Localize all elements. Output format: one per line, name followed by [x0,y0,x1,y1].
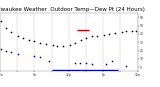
Point [80,39,83,40]
Point [90,63,93,65]
Point [17,35,20,36]
Point [4,27,7,29]
Point [0,48,2,50]
Point [10,31,13,33]
Point [4,50,7,51]
Point [0,21,2,22]
Point [39,56,41,58]
Point [56,45,59,46]
Point [85,37,87,39]
Point [22,37,24,39]
Title: Milwaukee Weather  Outdoor Temp—Dew Pt (24 Hours): Milwaukee Weather Outdoor Temp—Dew Pt (2… [0,7,145,12]
Point [131,31,133,32]
Point [125,65,127,66]
Point [103,34,106,35]
Point [27,39,30,40]
Point [48,60,50,61]
Point [135,30,138,31]
Point [73,42,76,44]
Point [113,32,116,34]
Point [69,44,71,45]
Point [10,52,13,53]
Point [39,42,41,44]
Point [52,44,54,45]
Point [105,63,107,65]
Point [45,43,47,45]
Point [120,31,123,33]
Point [85,62,87,64]
Point [90,36,93,37]
Point [79,62,82,64]
Point [125,31,127,32]
Point [111,60,113,61]
Point [108,33,110,35]
Point [33,56,36,57]
Point [73,62,76,64]
Point [17,53,20,55]
Point [96,35,99,36]
Point [33,41,36,42]
Point [62,45,64,46]
